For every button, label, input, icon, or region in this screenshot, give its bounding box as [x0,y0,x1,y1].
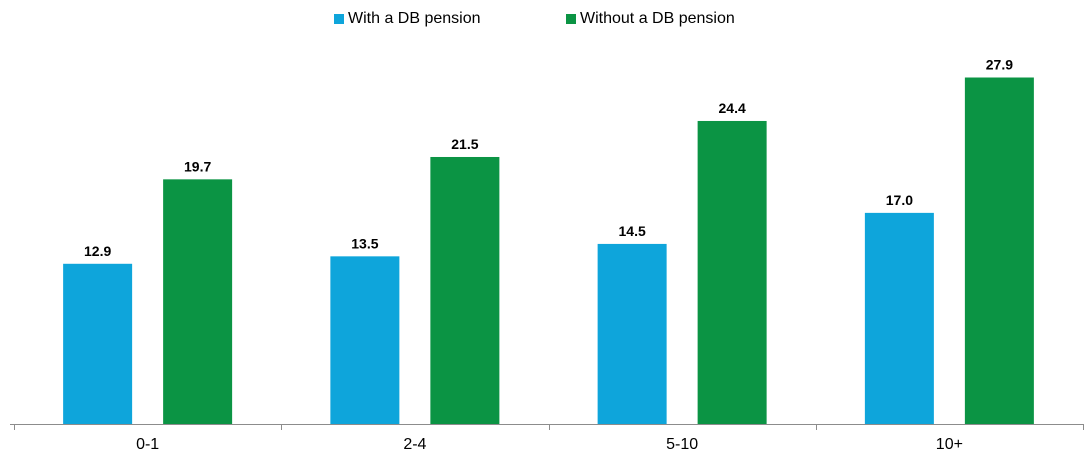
legend-label-series-2: Without a DB pension [580,10,735,27]
legend-swatch-series-1 [334,14,344,24]
data-label: 12.9 [84,243,111,259]
x-tick-label: 5-10 [666,436,698,453]
bar-without-db-pension [430,156,500,424]
bar-without-db-pension [163,179,233,424]
data-label: 17.0 [886,192,913,208]
x-tick-label: 0-1 [136,436,159,453]
data-label: 13.5 [351,235,378,251]
legend-item-series-1: With a DB pension [334,10,481,28]
legend-label-series-1: With a DB pension [348,10,481,27]
bar-with-db-pension [864,212,934,424]
data-label: 27.9 [986,57,1013,73]
data-label: 19.7 [184,158,211,174]
chart-legend: With a DB pension Without a DB pension [0,10,1088,32]
x-tick-label: 10+ [936,436,963,453]
data-label: 21.5 [451,136,478,152]
bar-with-db-pension [597,243,667,424]
bar-with-db-pension [63,263,133,424]
x-tick-label: 2-4 [403,436,426,453]
bar-with-db-pension [330,256,400,424]
legend-item-series-2: Without a DB pension [566,10,735,28]
data-label: 24.4 [719,100,746,116]
data-label: 14.5 [619,223,646,239]
bar-without-db-pension [697,120,767,424]
bar-without-db-pension [964,77,1034,424]
legend-swatch-series-2 [566,14,576,24]
